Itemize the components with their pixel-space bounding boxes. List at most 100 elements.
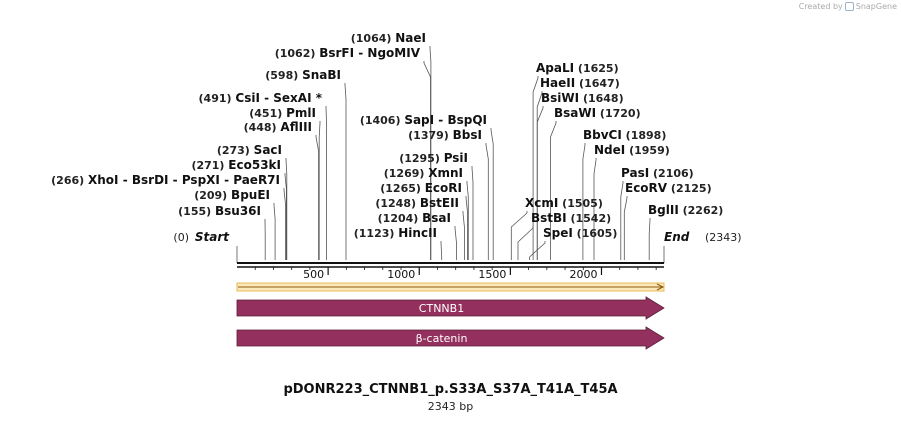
site-label-bsiwi: BsiWI (1648) — [541, 91, 624, 105]
enzyme-bsrfi: BsrFI — [319, 46, 354, 60]
ruler-tick-label-2000: 2000 — [569, 268, 597, 281]
enzyme-xcmi: XcmI — [525, 196, 558, 210]
enzyme-psii: PsiI — [444, 151, 468, 165]
leader-psii — [471, 166, 474, 260]
site-pos-bglii: (2262) — [679, 204, 724, 217]
enzyme-ngomiv: NgoMIV — [367, 46, 420, 60]
leader-bglii — [648, 218, 651, 260]
site-pos-xmni: (1269) — [384, 167, 429, 180]
site-label-afliii: (448) AflIII — [244, 120, 312, 134]
enzyme-bglii: BglII — [648, 203, 679, 217]
dna-backbone — [237, 262, 664, 268]
site-pos-bsai: (1204) — [378, 212, 423, 225]
enzyme-bbsi: BbsI — [453, 128, 482, 142]
enzyme-hincii: HincII — [398, 226, 437, 240]
site-pos-pmli: (451) — [249, 107, 286, 120]
site-label-ecorv: EcoRV (2125) — [625, 181, 712, 195]
site-label-bstbi: BstBI (1542) — [531, 211, 611, 225]
site-leader-lines — [236, 46, 665, 263]
leader-bsiwi — [536, 106, 544, 260]
feature-arrow-ctnnb1 — [236, 296, 665, 320]
leader-bbvci — [582, 143, 586, 260]
site-pos-bstbi: (1542) — [567, 212, 612, 225]
enzyme-paer7i: PaeR7I — [233, 173, 280, 187]
leader-csii — [325, 106, 327, 260]
leader-snabi — [344, 83, 347, 260]
end-position: (2343) — [705, 231, 742, 244]
leader-bsawi — [550, 121, 557, 260]
site-label-pmli: (451) PmlI — [249, 106, 316, 120]
credit-brand: SnapGene — [855, 2, 897, 11]
leader-xcmi — [510, 211, 528, 260]
site-label-sapi: (1406) SapI - BspQI — [360, 113, 487, 127]
site-pos-xcmi: (1505) — [558, 197, 603, 210]
plasmid-name: pDONR223_CTNNB1_p.S33A_S37A_T41A_T45A — [283, 382, 618, 397]
enzyme-bbvci: BbvCI — [583, 128, 622, 142]
enzyme-bspqi: BspQI — [447, 113, 487, 127]
site-label-bbvci: BbvCI (1898) — [583, 128, 666, 142]
leader-afliii — [315, 135, 319, 260]
site-label-spei: SpeI (1605) — [543, 226, 617, 240]
leader-bstbi — [517, 226, 534, 260]
enzyme-sapi: SapI — [404, 113, 434, 127]
site-label-haeii: HaeII (1647) — [540, 76, 620, 90]
site-pos-afliii: (448) — [244, 121, 281, 134]
site-pos-saci: (273) — [217, 144, 254, 157]
site-label-xcmi: XcmI (1505) — [525, 196, 603, 210]
enzyme-bsiwi: BsiWI — [541, 91, 579, 105]
start-position: (0) — [173, 231, 189, 244]
site-pos-naei: (1064) — [351, 32, 396, 45]
site-pos-bsrfi: (1062) — [275, 47, 320, 60]
site-pos-csii: (491) — [199, 92, 236, 105]
site-pos-ecorv: (2125) — [667, 182, 712, 195]
site-pos-sapi: (1406) — [360, 114, 405, 127]
site-label-apali: ApaLI (1625) — [536, 61, 619, 75]
start-label: Start — [195, 230, 230, 244]
enzyme-bstbi: BstBI — [531, 211, 567, 225]
site-label-bsu36i: (155) Bsu36I — [178, 204, 261, 218]
enzyme-sexai: SexAI * — [273, 91, 322, 105]
bp-ruler: 500 1000 1500 2000 — [254, 267, 657, 281]
enzyme-bpuei: BpuEI — [231, 188, 270, 202]
enzyme-naei: NaeI — [395, 31, 426, 45]
site-labels: (155) Bsu36I (209) BpuEI(266) XhoI - BsrD… — [51, 31, 741, 244]
enzyme-eco53ki: Eco53kI — [228, 158, 281, 172]
site-label-ecori: (1265) EcoRI — [380, 181, 462, 195]
site-pos-hincii: (1123) — [354, 227, 399, 240]
enzyme-saci: SacI — [254, 143, 282, 157]
leader-xmni — [466, 181, 469, 260]
site-label-pasi: PasI (2106) — [621, 166, 694, 180]
site-label-bsai: (1204) BsaI — [378, 211, 451, 225]
leader-ecorv — [623, 196, 628, 260]
site-label-hincii: (1123) HincII — [354, 226, 437, 240]
leader-bsai — [454, 226, 457, 260]
enzyme-xmni: XmnI — [428, 166, 463, 180]
site-pos-xhoi: (266) — [51, 174, 88, 187]
ruler-tick-label-500: 500 — [303, 268, 324, 281]
leader-naei — [429, 46, 432, 260]
site-label-bpuei: (209) BpuEI — [194, 188, 270, 202]
orientation-arrowhead-icon — [656, 283, 665, 291]
enzyme-ecori: EcoRI — [425, 181, 462, 195]
site-pos-eco53ki: (271) — [191, 159, 228, 172]
enzyme-snabi: SnaBI — [302, 68, 341, 82]
site-pos-bbvci: (1898) — [622, 129, 667, 142]
site-pos-spei: (1605) — [573, 227, 618, 240]
credit-prefix: Created by — [798, 2, 843, 11]
site-label-bsrfi: (1062) BsrFI - NgoMIV — [275, 46, 421, 60]
site-label-psii: (1295) PsiI — [399, 151, 468, 165]
feature-label-catenin: β-catenin — [416, 332, 468, 345]
site-pos-pasi: (2106) — [649, 167, 694, 180]
enzyme-bsu36i: Bsu36I — [215, 204, 261, 218]
enzyme-bsawi: BsaWI — [554, 106, 596, 120]
leader-bbsi — [485, 143, 489, 260]
site-label-bsawi: BsaWI (1720) — [554, 106, 641, 120]
site-label-xhoi: (266) XhoI - BsrDI - PspXI - PaeR7I — [51, 173, 280, 187]
enzyme-pasi: PasI — [621, 166, 649, 180]
leader-sapi — [490, 128, 494, 260]
site-pos-haeii: (1647) — [575, 77, 620, 90]
site-pos-bsu36i: (155) — [178, 205, 215, 218]
enzyme-spei: SpeI — [543, 226, 573, 240]
site-pos-bpuei: (209) — [194, 189, 231, 202]
leader-saci — [285, 158, 288, 260]
